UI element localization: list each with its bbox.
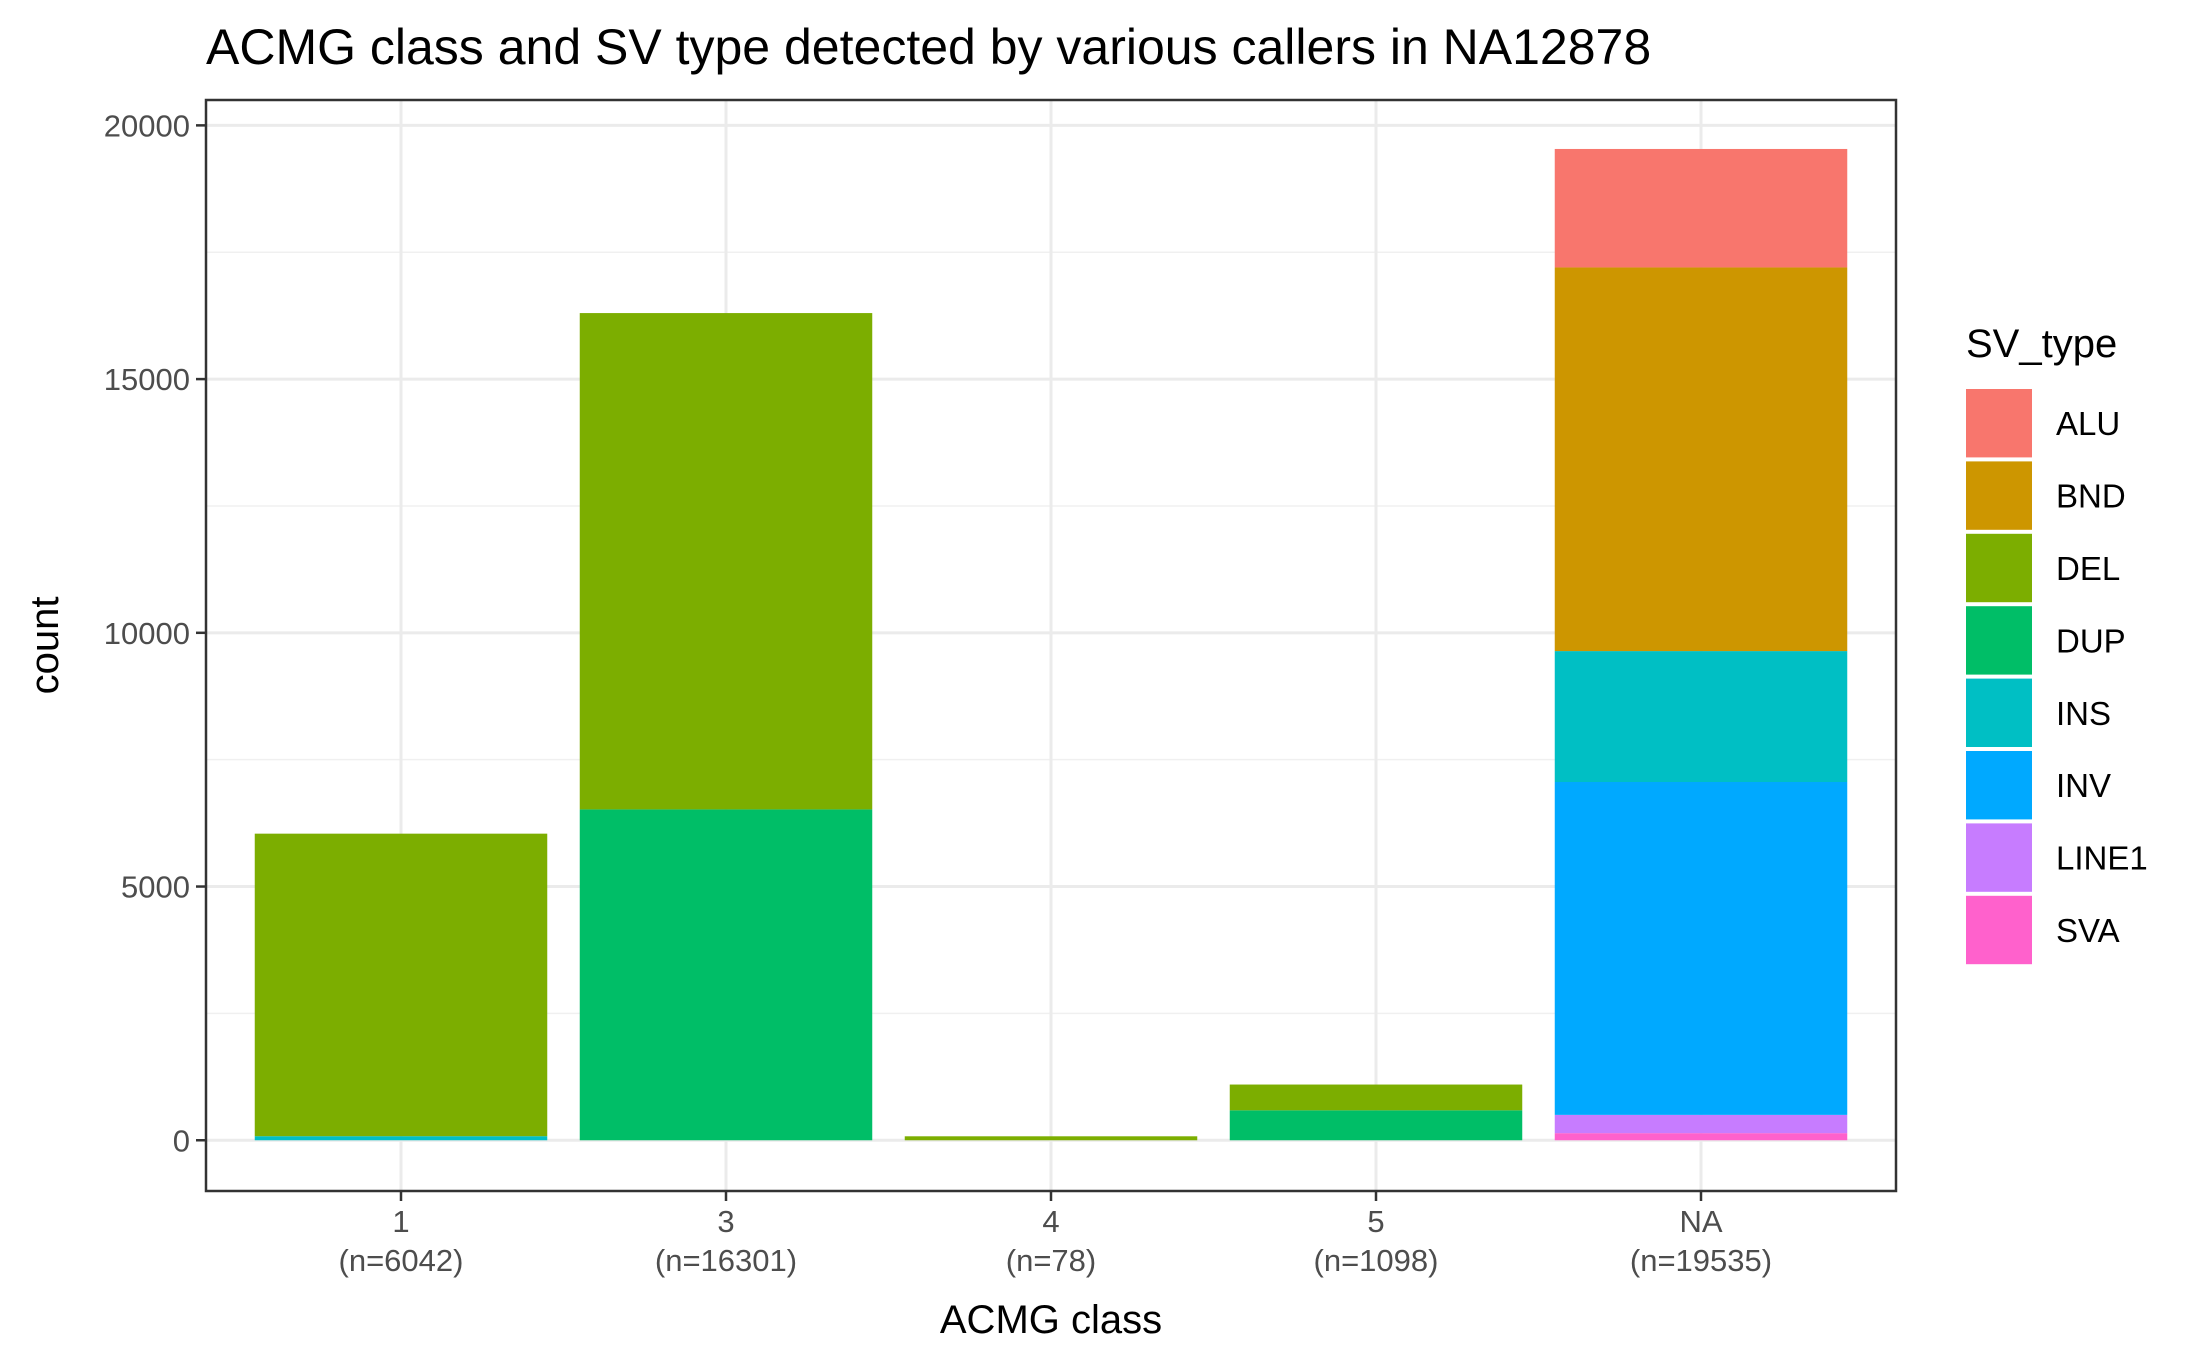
x-tick-sublabel: (n=19535) [1630,1243,1772,1278]
x-tick-label: 3 [717,1204,734,1239]
x-tick-sublabel: (n=78) [1006,1243,1096,1278]
bar-segment-dup [579,809,873,1141]
bar-segment-del [1229,1084,1523,1111]
x-tick-label: 1 [392,1204,409,1239]
bar-segment-ins [1554,651,1848,783]
x-axis-title: ACMG class [940,1298,1162,1342]
bar-segment-del [904,1136,1198,1141]
legend-label-bnd: BND [2056,478,2126,515]
y-tick-label: 20000 [104,108,190,143]
legend-key-sva [1966,895,2032,965]
legend-title: SV_type [1966,322,2117,366]
legend-label-alu: ALU [2056,405,2120,442]
x-tick-label: NA [1679,1204,1722,1239]
legend-key-line1 [1966,823,2032,892]
y-tick-label: 15000 [104,362,190,397]
bar-segment-del [579,313,873,810]
bar-segment-inv [1554,782,1848,1115]
x-tick-sublabel: (n=16301) [655,1243,797,1278]
bar-segment-alu [1554,148,1848,268]
bar-segment-del [254,833,548,1137]
x-tick-label: 5 [1367,1204,1384,1239]
legend-key-inv [1966,751,2032,820]
legend-key-bnd [1966,461,2032,530]
legend-label-dup: DUP [2056,622,2126,659]
y-axis-title: count [23,597,67,695]
bar-segment-line1 [1554,1114,1848,1134]
legend-label-sva: SVA [2056,912,2120,949]
legend-key-del [1966,533,2032,603]
bar-segment-sva [1554,1133,1848,1141]
legend-label-line1: LINE1 [2056,840,2148,877]
legend-key-ins [1966,678,2032,747]
x-tick-sublabel: (n=1098) [1314,1243,1439,1278]
bar-segment-ins [254,1136,548,1141]
legend-label-inv: INV [2056,767,2111,804]
x-tick-sublabel: (n=6042) [339,1243,464,1278]
legend-key-alu [1966,389,2032,458]
bar-segment-bnd [1554,267,1848,652]
legend-label-del: DEL [2056,550,2120,587]
legend-key-dup [1966,606,2032,675]
chart-title: ACMG class and SV type detected by vario… [206,19,1651,75]
y-tick-label: 0 [173,1123,190,1158]
stacked-bars [254,148,1848,1141]
y-tick-label: 10000 [104,616,190,651]
legend-label-ins: INS [2056,695,2111,732]
x-axis: 1 (n=6042) 3 (n=16301) 4 (n=78) 5 (n=1098) NA (n=… [339,1191,1772,1278]
bar-segment-dup [1229,1110,1523,1141]
x-tick-label: 4 [1042,1204,1059,1239]
legend: ALU BND DEL DUP INS INV LINE1 SVA [1966,389,2148,965]
y-tick-label: 5000 [121,870,190,905]
y-axis: 0 5000 10000 15000 20000 [104,108,206,1158]
